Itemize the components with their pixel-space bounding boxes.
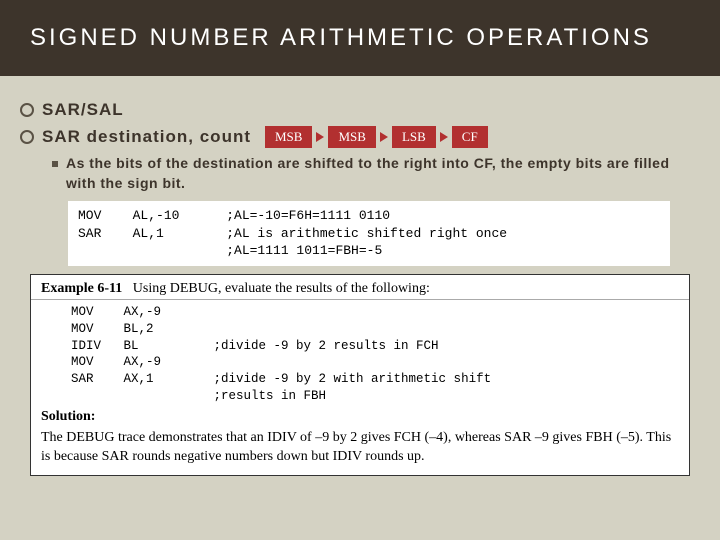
example-code: MOV AX,-9 MOV BL,2 IDIV BL ;divide -9 by… [31, 300, 689, 407]
sub-bullet: As the bits of the destination are shift… [52, 154, 700, 193]
example-label: Example 6-11 [41, 281, 122, 296]
diagram-box-msb: MSB [265, 126, 312, 148]
page-title: SIGNED NUMBER ARITHMETIC OPERATIONS [30, 24, 690, 52]
example-header: Example 6-11 Using DEBUG, evaluate the r… [31, 275, 689, 300]
solution-body: The DEBUG trace demonstrates that an IDI… [31, 427, 689, 475]
arrow-right-icon [380, 132, 388, 142]
title-banner: SIGNED NUMBER ARITHMETIC OPERATIONS [0, 0, 720, 78]
code-snippet-1: MOV AL,-10 ;AL=-10=F6H=1111 0110 SAR AL,… [68, 201, 670, 266]
arrow-right-icon [316, 132, 324, 142]
content-area: SAR/SAL SAR destination, count MSB MSB L… [0, 78, 720, 486]
bullet-sar-sal: SAR/SAL [20, 100, 700, 120]
ring-bullet-icon [20, 130, 34, 144]
bullet-sar-dest: SAR destination, count MSB MSB LSB CF [20, 126, 700, 148]
bullet-text: SAR/SAL [42, 100, 124, 120]
solution-label: Solution: [31, 407, 689, 427]
arrow-right-icon [440, 132, 448, 142]
shift-diagram: MSB MSB LSB CF [265, 126, 488, 148]
example-box: Example 6-11 Using DEBUG, evaluate the r… [30, 274, 690, 476]
sub-text: As the bits of the destination are shift… [66, 154, 700, 193]
diagram-box-lsb: LSB [392, 126, 436, 148]
square-bullet-icon [52, 161, 58, 167]
diagram-box-msb: MSB [328, 126, 375, 148]
example-prompt: Using DEBUG, evaluate the results of the… [133, 281, 430, 296]
ring-bullet-icon [20, 103, 34, 117]
diagram-box-cf: CF [452, 126, 488, 148]
bullet-text: SAR destination, count [42, 127, 251, 147]
